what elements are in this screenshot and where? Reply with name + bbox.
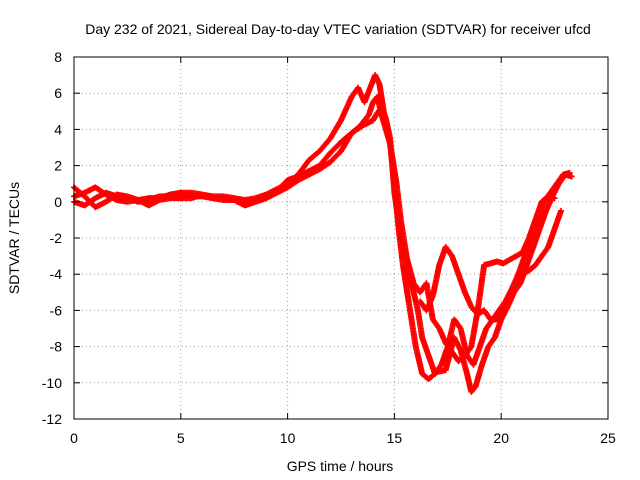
chart-title: Day 232 of 2021, Sidereal Day-to-day VTE…: [85, 21, 591, 37]
x-tick-label: 25: [600, 430, 616, 446]
x-tick-labels: 0 5 10 15 20 25: [70, 430, 616, 446]
data-point: [568, 173, 575, 180]
ticks: [73, 56, 609, 420]
y-tick-label: -8: [50, 339, 63, 355]
x-tick-label: 0: [70, 430, 78, 446]
y-tick-label: 8: [54, 49, 62, 65]
data-points: [71, 72, 575, 395]
series-sdtvar-track-c: [71, 104, 558, 365]
data-point: [558, 207, 565, 214]
y-tick-label: -4: [50, 266, 63, 282]
x-tick-label: 5: [177, 430, 185, 446]
series-sdtvar-track-d: [417, 207, 565, 323]
x-tick-label: 20: [493, 430, 509, 446]
y-tick-label: -12: [42, 411, 62, 427]
y-tick-label: -10: [42, 375, 62, 391]
series-sdtvar-track-b: [71, 93, 575, 395]
y-tick-label: 2: [54, 158, 62, 174]
y-tick-labels: -12 -10 -8 -6 -4 -2 0 2 4 6 8: [42, 49, 62, 427]
y-tick-label: 0: [54, 194, 62, 210]
y-tick-label: 4: [54, 121, 62, 137]
x-tick-label: 10: [280, 430, 296, 446]
y-tick-label: -2: [50, 230, 63, 246]
y-tick-label: -6: [50, 302, 63, 318]
y-tick-label: 6: [54, 85, 62, 101]
y-axis-label: SDTVAR / TECUs: [6, 182, 22, 294]
x-tick-label: 15: [387, 430, 403, 446]
x-axis-label: GPS time / hours: [287, 458, 394, 474]
data-point: [551, 195, 558, 202]
